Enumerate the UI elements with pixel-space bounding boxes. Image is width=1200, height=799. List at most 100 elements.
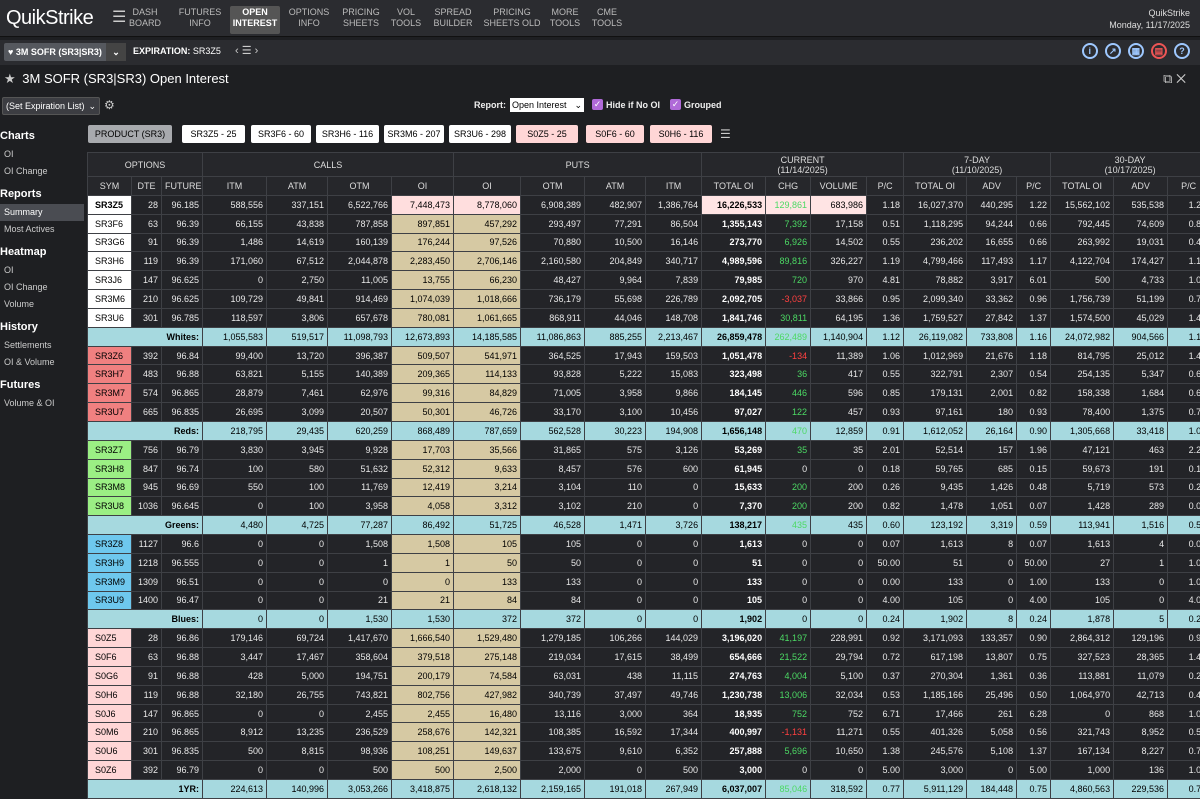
column-header[interactable]: FUTURE	[162, 177, 203, 196]
symbol-cell[interactable]: SR3M9	[88, 572, 132, 591]
sidebar-item-volume[interactable]: Volume	[0, 296, 84, 313]
column-header[interactable]: P/C	[1168, 177, 1200, 196]
symbol-cell[interactable]: SR3M6	[88, 290, 132, 309]
share-icon[interactable]: ↗	[1105, 43, 1121, 59]
calendar-icon[interactable]: ▦	[1128, 43, 1144, 59]
column-header[interactable]: TOTAL OI	[1051, 177, 1114, 196]
expiration-chip[interactable]: SR3F6 - 60	[251, 125, 311, 143]
symbol-cell[interactable]: S0U6	[88, 742, 132, 761]
symbol-cell[interactable]: SR3Z8	[88, 535, 132, 554]
column-header[interactable]: ATM	[267, 177, 328, 196]
symbol-cell[interactable]: SR3H7	[88, 365, 132, 384]
expiration-chip[interactable]: S0H6 - 116	[650, 125, 712, 143]
symbol-cell[interactable]: SR3U6	[88, 308, 132, 327]
expiration-list-icon[interactable]: ☰	[242, 45, 252, 57]
column-header[interactable]: TOTAL OI	[702, 177, 766, 196]
symbol-cell[interactable]: SR3M8	[88, 478, 132, 497]
column-header[interactable]: OTM	[328, 177, 392, 196]
symbol-cell[interactable]: S0G6	[88, 666, 132, 685]
chevron-down-icon[interactable]: ⌄	[106, 43, 126, 61]
symbol-cell[interactable]: SR3G6	[88, 233, 132, 252]
column-header[interactable]: OI	[392, 177, 454, 196]
info-icon[interactable]: i	[1082, 43, 1098, 59]
column-header[interactable]: DTE	[132, 177, 162, 196]
symbol-cell[interactable]: S0F6	[88, 648, 132, 667]
symbol-cell[interactable]: SR3H9	[88, 553, 132, 572]
sidebar-item-oi-volume[interactable]: OI & Volume	[0, 354, 84, 371]
symbol-cell[interactable]: SR3H6	[88, 252, 132, 271]
column-header[interactable]: OTM	[521, 177, 585, 196]
symbol-cell[interactable]: SR3H8	[88, 459, 132, 478]
column-header[interactable]: P/C	[867, 177, 904, 196]
symbol-cell[interactable]: SR3Z7	[88, 440, 132, 459]
column-header[interactable]: CHG	[766, 177, 811, 196]
chips-menu-icon[interactable]: ☰	[720, 127, 731, 141]
open-external-icon[interactable]: ⧉	[1163, 71, 1172, 86]
symbol-cell[interactable]: SR3Z6	[88, 346, 132, 365]
column-header[interactable]: TOTAL OI	[904, 177, 967, 196]
sliders-icon[interactable]: ⚙	[104, 98, 115, 112]
star-icon[interactable]: ★	[4, 71, 16, 86]
sidebar-item-summary[interactable]: Summary	[0, 204, 84, 221]
symbol-cell[interactable]: SR3J6	[88, 271, 132, 290]
symbol-cell[interactable]: SR3U8	[88, 497, 132, 516]
product-select[interactable]: ♥ 3M SOFR (SR3|SR3) ⌄	[4, 43, 126, 61]
expiration-chip[interactable]: PRODUCT (SR3)	[88, 125, 172, 143]
expiration-chip[interactable]: SR3U6 - 298	[449, 125, 511, 143]
sidebar-item-settlements[interactable]: Settlements	[0, 337, 84, 354]
column-header[interactable]: VOLUME	[811, 177, 867, 196]
column-header[interactable]: ADV	[967, 177, 1017, 196]
heart-icon[interactable]: ♥	[8, 47, 13, 57]
hide-no-oi-checkbox[interactable]: ✓	[592, 99, 603, 110]
symbol-cell[interactable]: SR3M7	[88, 384, 132, 403]
set-expiration-list-select[interactable]: (Set Expiration List) ⌄	[2, 97, 100, 115]
symbol-cell[interactable]: S0Z5	[88, 629, 132, 648]
pdf-icon[interactable]: ▤	[1151, 43, 1167, 59]
quikstrike-logo[interactable]: QuikStrike	[6, 7, 93, 30]
next-expiration-icon[interactable]: ›	[255, 45, 259, 57]
sidebar-item-oi-change[interactable]: OI Change	[0, 279, 84, 296]
expiration-chip[interactable]: SR3H6 - 116	[316, 125, 379, 143]
sidebar-item-volume-oi[interactable]: Volume & OI	[0, 395, 84, 412]
column-header[interactable]: SYM	[88, 177, 132, 196]
column-header[interactable]: ATM	[585, 177, 646, 196]
column-header[interactable]: OI	[454, 177, 521, 196]
expiration-chip[interactable]: SR3M6 - 207	[384, 125, 444, 143]
symbol-cell[interactable]: S0Z6	[88, 761, 132, 780]
expiration-chip[interactable]: S0Z5 - 25	[516, 125, 578, 143]
sidebar-item-oi[interactable]: OI	[0, 146, 84, 163]
x-share-icon[interactable]: ✕	[1176, 71, 1186, 86]
expiration-chip[interactable]: S0F6 - 60	[586, 125, 644, 143]
symbol-cell[interactable]: S0H6	[88, 685, 132, 704]
column-header[interactable]: ADV	[1114, 177, 1168, 196]
column-header[interactable]: ITM	[646, 177, 702, 196]
